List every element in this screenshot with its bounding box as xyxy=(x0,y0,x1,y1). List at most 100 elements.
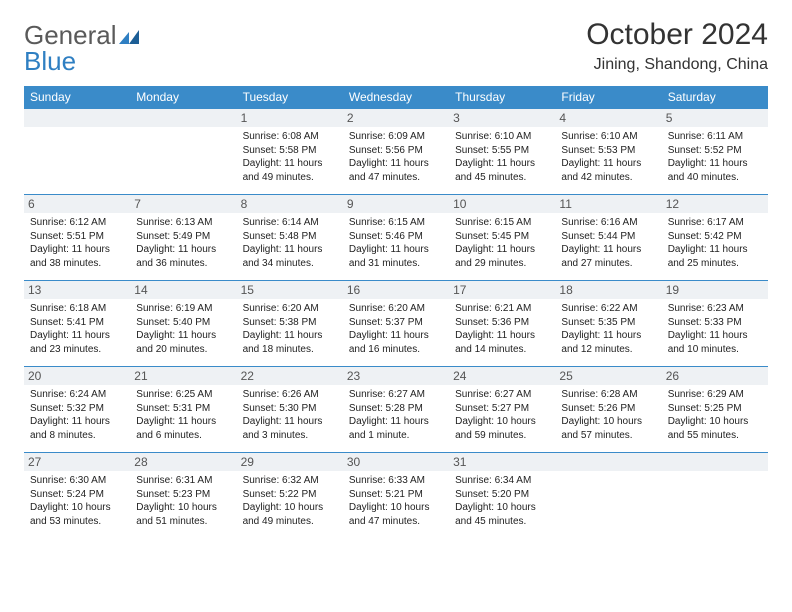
daylight-text: Daylight: 11 hours and 36 minutes. xyxy=(136,243,230,270)
sunset-text: Sunset: 5:26 PM xyxy=(561,402,655,416)
day-number: 16 xyxy=(343,281,449,299)
sunrise-text: Sunrise: 6:18 AM xyxy=(30,302,124,316)
sunrise-text: Sunrise: 6:11 AM xyxy=(668,130,762,144)
day-number: 1 xyxy=(237,109,343,127)
sunrise-text: Sunrise: 6:29 AM xyxy=(668,388,762,402)
day-number: 28 xyxy=(130,453,236,471)
day-number xyxy=(662,453,768,471)
sunrise-text: Sunrise: 6:24 AM xyxy=(30,388,124,402)
day-number: 13 xyxy=(24,281,130,299)
calendar-head: Sunday Monday Tuesday Wednesday Thursday… xyxy=(24,86,768,109)
title-block: October 2024 Jining, Shandong, China xyxy=(586,18,768,74)
daylight-text: Daylight: 11 hours and 45 minutes. xyxy=(455,157,549,184)
calendar-cell: 3Sunrise: 6:10 AMSunset: 5:55 PMDaylight… xyxy=(449,109,555,195)
day-number: 21 xyxy=(130,367,236,385)
sunset-text: Sunset: 5:44 PM xyxy=(561,230,655,244)
sunset-text: Sunset: 5:51 PM xyxy=(30,230,124,244)
calendar-cell: 22Sunrise: 6:26 AMSunset: 5:30 PMDayligh… xyxy=(237,367,343,453)
calendar-cell: 16 Sunrise: 6:20 AMSunset: 5:37 PMDayligh… xyxy=(343,281,449,367)
calendar-cell: 30Sunrise: 6:33 AMSunset: 5:21 PMDayligh… xyxy=(343,453,449,539)
day-number xyxy=(24,109,130,127)
sunrise-text: Sunrise: 6:20 AM xyxy=(349,302,443,316)
calendar-page: GeneralBlue October 2024 Jining, Shandon… xyxy=(0,0,792,557)
sunset-text: Sunset: 5:41 PM xyxy=(30,316,124,330)
sunrise-text: Sunrise: 6:33 AM xyxy=(349,474,443,488)
sunrise-text: Sunrise: 6:13 AM xyxy=(136,216,230,230)
calendar-cell xyxy=(662,453,768,539)
sunset-text: Sunset: 5:35 PM xyxy=(561,316,655,330)
table-row: 20Sunrise: 6:24 AMSunset: 5:32 PMDayligh… xyxy=(24,367,768,453)
sunset-text: Sunset: 5:37 PM xyxy=(349,316,443,330)
sunset-text: Sunset: 5:58 PM xyxy=(243,144,337,158)
sunrise-text: Sunrise: 6:27 AM xyxy=(455,388,549,402)
logo-text-blue: Blue xyxy=(24,46,76,76)
sunrise-text: Sunrise: 6:17 AM xyxy=(668,216,762,230)
table-row: 1Sunrise: 6:08 AMSunset: 5:58 PMDaylight… xyxy=(24,109,768,195)
calendar-cell: 17Sunrise: 6:21 AMSunset: 5:36 PMDayligh… xyxy=(449,281,555,367)
day-number: 24 xyxy=(449,367,555,385)
sunset-text: Sunset: 5:49 PM xyxy=(136,230,230,244)
daylight-text: Daylight: 11 hours and 49 minutes. xyxy=(243,157,337,184)
calendar-cell: 19Sunrise: 6:23 AMSunset: 5:33 PMDayligh… xyxy=(662,281,768,367)
sunrise-text: Sunrise: 6:14 AM xyxy=(243,216,337,230)
sunset-text: Sunset: 5:42 PM xyxy=(668,230,762,244)
daylight-text: Daylight: 10 hours and 47 minutes. xyxy=(349,501,443,528)
sunset-text: Sunset: 5:28 PM xyxy=(349,402,443,416)
day-number: 30 xyxy=(343,453,449,471)
daylight-text: Daylight: 11 hours and 10 minutes. xyxy=(668,329,762,356)
sunset-text: Sunset: 5:55 PM xyxy=(455,144,549,158)
day-number: 22 xyxy=(237,367,343,385)
daylight-text: Daylight: 11 hours and 16 minutes. xyxy=(349,329,443,356)
sunset-text: Sunset: 5:24 PM xyxy=(30,488,124,502)
calendar-cell: 18Sunrise: 6:22 AMSunset: 5:35 PMDayligh… xyxy=(555,281,661,367)
sunset-text: Sunset: 5:53 PM xyxy=(561,144,655,158)
sunset-text: Sunset: 5:20 PM xyxy=(455,488,549,502)
sunset-text: Sunset: 5:36 PM xyxy=(455,316,549,330)
calendar-cell: 7 Sunrise: 6:13 AMSunset: 5:49 PMDaylight… xyxy=(130,195,236,281)
location-text: Jining, Shandong, China xyxy=(586,56,768,74)
daylight-text: Daylight: 10 hours and 53 minutes. xyxy=(30,501,124,528)
daylight-text: Daylight: 11 hours and 1 minute. xyxy=(349,415,443,442)
daylight-text: Daylight: 11 hours and 42 minutes. xyxy=(561,157,655,184)
calendar-cell: 9Sunrise: 6:15 AMSunset: 5:46 PMDaylight… xyxy=(343,195,449,281)
table-row: 6Sunrise: 6:12 AMSunset: 5:51 PMDaylight… xyxy=(24,195,768,281)
daylight-text: Daylight: 11 hours and 25 minutes. xyxy=(668,243,762,270)
table-row: 13Sunrise: 6:18 AMSunset: 5:41 PMDayligh… xyxy=(24,281,768,367)
sunset-text: Sunset: 5:38 PM xyxy=(243,316,337,330)
calendar-cell: 12Sunrise: 6:17 AMSunset: 5:42 PMDayligh… xyxy=(662,195,768,281)
sunrise-text: Sunrise: 6:25 AM xyxy=(136,388,230,402)
day-number: 18 xyxy=(555,281,661,299)
day-number: 31 xyxy=(449,453,555,471)
day-number: 15 xyxy=(237,281,343,299)
calendar-cell: 8Sunrise: 6:14 AMSunset: 5:48 PMDaylight… xyxy=(237,195,343,281)
sunset-text: Sunset: 5:40 PM xyxy=(136,316,230,330)
day-head: Saturday xyxy=(662,86,768,109)
calendar-cell: 21Sunrise: 6:25 AMSunset: 5:31 PMDayligh… xyxy=(130,367,236,453)
day-head: Monday xyxy=(130,86,236,109)
sunset-text: Sunset: 5:23 PM xyxy=(136,488,230,502)
daylight-text: Daylight: 11 hours and 29 minutes. xyxy=(455,243,549,270)
daylight-text: Daylight: 10 hours and 45 minutes. xyxy=(455,501,549,528)
sunrise-text: Sunrise: 6:09 AM xyxy=(349,130,443,144)
calendar-cell: 4Sunrise: 6:10 AMSunset: 5:53 PMDaylight… xyxy=(555,109,661,195)
day-head: Sunday xyxy=(24,86,130,109)
calendar-cell: 13 Sunrise: 6:18 AMSunset: 5:41 PMDayligh… xyxy=(24,281,130,367)
day-number: 2 xyxy=(343,109,449,127)
day-number: 7 xyxy=(130,195,236,213)
calendar-cell xyxy=(24,109,130,195)
day-number: 4 xyxy=(555,109,661,127)
day-number: 5 xyxy=(662,109,768,127)
day-number: 3 xyxy=(449,109,555,127)
sunset-text: Sunset: 5:22 PM xyxy=(243,488,337,502)
daylight-text: Daylight: 11 hours and 18 minutes. xyxy=(243,329,337,356)
day-number xyxy=(130,109,236,127)
daylight-text: Daylight: 11 hours and 8 minutes. xyxy=(30,415,124,442)
sunset-text: Sunset: 5:32 PM xyxy=(30,402,124,416)
day-number: 19 xyxy=(662,281,768,299)
daylight-text: Daylight: 11 hours and 47 minutes. xyxy=(349,157,443,184)
sunset-text: Sunset: 5:33 PM xyxy=(668,316,762,330)
day-number: 23 xyxy=(343,367,449,385)
sunset-text: Sunset: 5:45 PM xyxy=(455,230,549,244)
daylight-text: Daylight: 11 hours and 23 minutes. xyxy=(30,329,124,356)
calendar-cell: 5Sunrise: 6:11 AMSunset: 5:52 PMDaylight… xyxy=(662,109,768,195)
